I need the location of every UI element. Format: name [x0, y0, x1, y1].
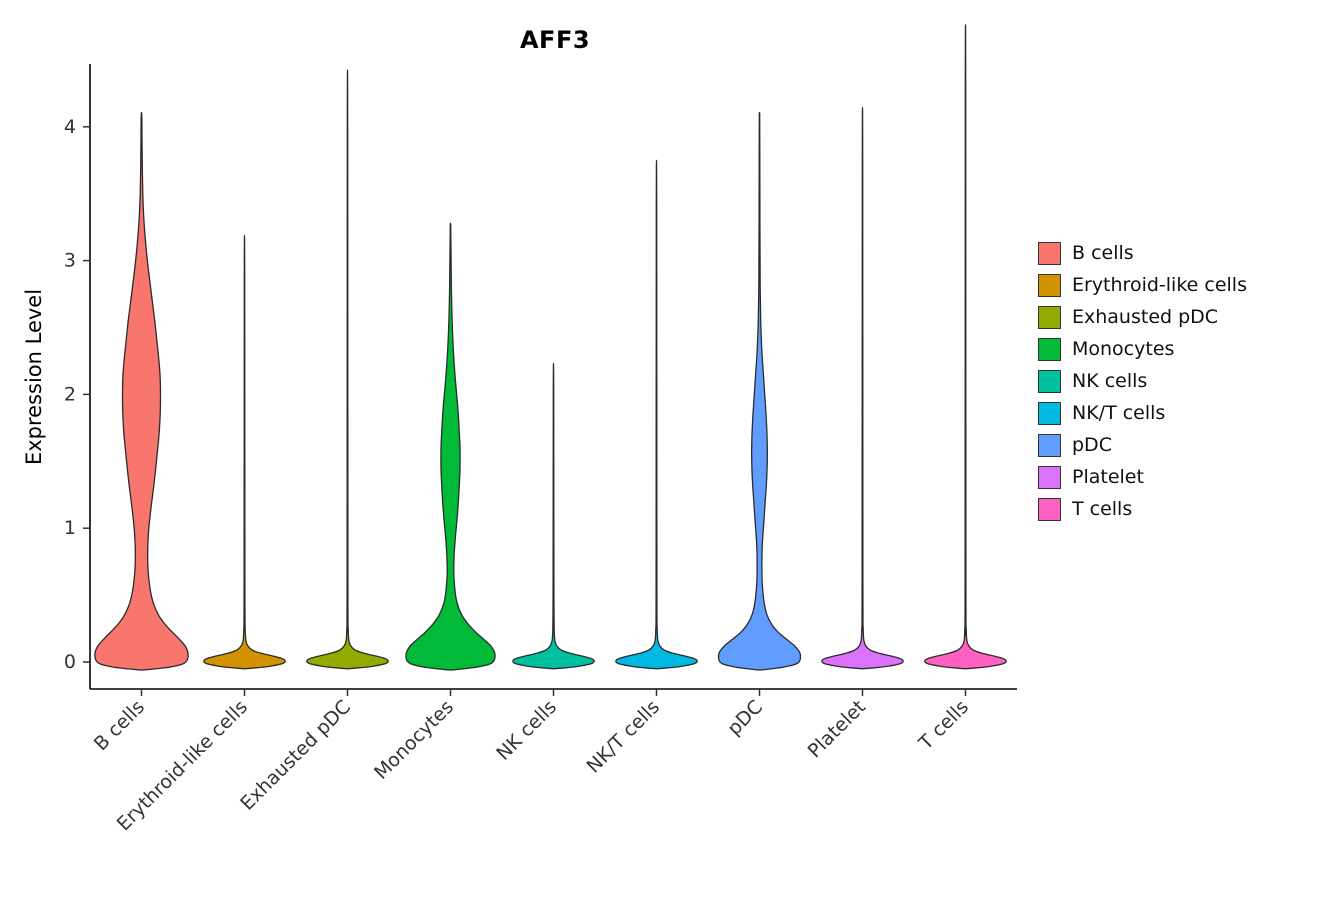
legend-label: NK cells [1072, 370, 1148, 392]
y-tick-label: 1 [64, 517, 76, 539]
legend-swatch-icon [1038, 497, 1061, 521]
violin-nk-t-cells [615, 159, 698, 670]
legend-item: Platelet [1038, 461, 1247, 493]
legend-label: Platelet [1072, 466, 1144, 488]
violin-erythroid-like-cells [203, 235, 286, 670]
y-tick-label: 2 [64, 383, 76, 405]
violin-monocytes [405, 222, 496, 671]
y-tick-label: 4 [64, 116, 76, 138]
legend-label: Monocytes [1072, 338, 1175, 360]
x-tick-label: T cells [914, 696, 973, 755]
legend-item: Exhausted pDC [1038, 301, 1247, 333]
legend-label: NK/T cells [1072, 402, 1166, 424]
legend-item: Monocytes [1038, 333, 1247, 365]
violin-pdc [717, 111, 802, 671]
legend: B cells Erythroid-like cells Exhausted p… [1038, 237, 1247, 525]
chart-title: AFF3 [519, 26, 591, 54]
legend-swatch-icon [1038, 465, 1061, 489]
legend-item: NK/T cells [1038, 397, 1247, 429]
violin-exhausted-pdc [306, 69, 389, 670]
y-tick-label: 3 [64, 250, 76, 272]
x-tick-label: Exhausted pDC [236, 696, 355, 815]
legend-item: pDC [1038, 429, 1247, 461]
legend-item: Erythroid-like cells [1038, 269, 1247, 301]
x-tick-label: Platelet [804, 696, 870, 762]
legend-item: NK cells [1038, 365, 1247, 397]
legend-label: B cells [1072, 242, 1134, 264]
violin-platelet [821, 106, 904, 670]
y-tick-label: 0 [64, 651, 76, 673]
legend-swatch-icon [1038, 273, 1061, 297]
legend-label: T cells [1072, 498, 1133, 520]
legend-swatch-icon [1038, 433, 1061, 457]
legend-swatch-icon [1038, 337, 1061, 361]
x-tick-label: NK cells [492, 696, 561, 765]
legend-item: B cells [1038, 237, 1247, 269]
legend-item: T cells [1038, 493, 1247, 525]
legend-swatch-icon [1038, 401, 1061, 425]
legend-label: pDC [1072, 434, 1112, 456]
violin-t-cells [924, 24, 1007, 670]
legend-label: Exhausted pDC [1072, 306, 1219, 328]
legend-label: Erythroid-like cells [1072, 274, 1247, 296]
x-tick-label: Monocytes [370, 696, 458, 784]
x-tick-label: B cells [90, 696, 149, 755]
x-tick-label: NK/T cells [582, 696, 664, 778]
legend-swatch-icon [1038, 305, 1061, 329]
violin-b-cells [94, 111, 189, 671]
violin-nk-cells [512, 363, 595, 670]
legend-swatch-icon [1038, 241, 1061, 265]
x-tick-label: pDC [723, 696, 767, 740]
legend-swatch-icon [1038, 369, 1061, 393]
